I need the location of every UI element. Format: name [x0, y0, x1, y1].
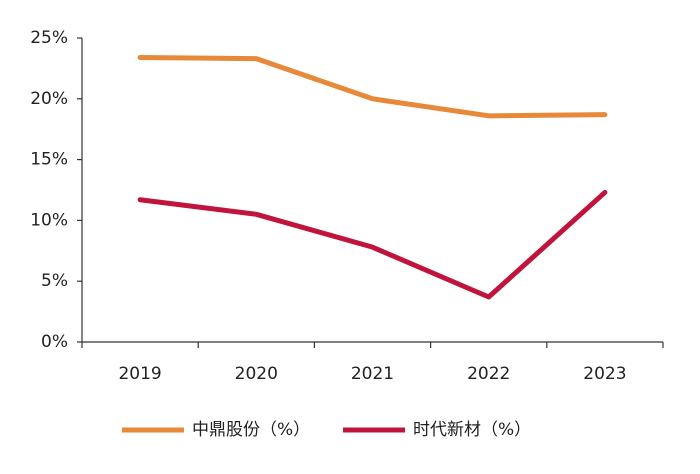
- x-tick-label: 2021: [351, 364, 394, 384]
- x-tick-label: 2019: [118, 364, 161, 384]
- y-tick-label: 25%: [30, 28, 68, 48]
- x-tick-label: 2023: [583, 364, 626, 384]
- y-tick-label: 10%: [30, 210, 68, 230]
- y-tick-label: 5%: [41, 271, 68, 291]
- y-tick-label: 0%: [41, 332, 68, 352]
- y-tick-label: 15%: [30, 150, 68, 170]
- x-tick-label: 2022: [467, 364, 510, 384]
- data-line: [137, 54, 608, 119]
- legend-label: 中鼎股份（%）: [192, 420, 310, 440]
- legend-label: 时代新材（%）: [413, 420, 531, 440]
- x-tick-label: 2020: [235, 364, 278, 384]
- y-tick-label: 20%: [30, 89, 68, 109]
- data-line: [137, 189, 608, 300]
